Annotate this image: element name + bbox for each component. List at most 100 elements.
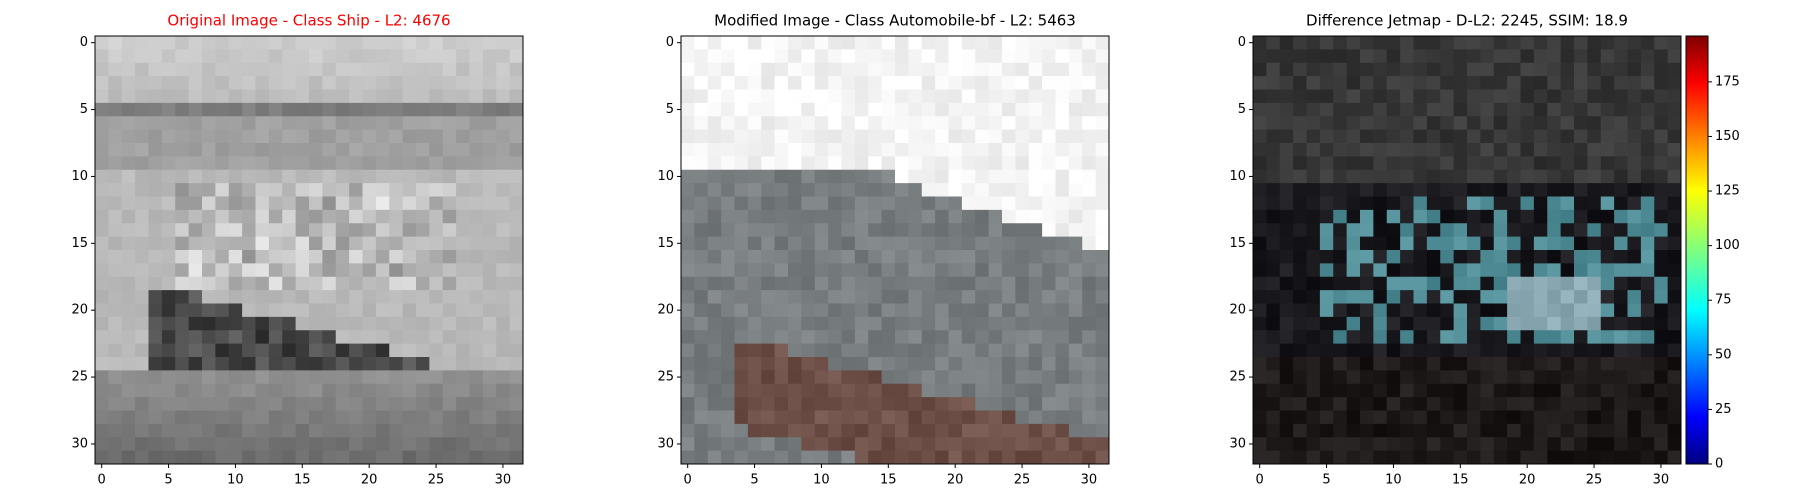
- pixel: [429, 330, 444, 345]
- pixel: [935, 343, 949, 358]
- pixel: [121, 209, 136, 224]
- pixel: [1440, 129, 1455, 144]
- pixel: [935, 209, 949, 224]
- pixel: [681, 236, 695, 251]
- pixel: [1426, 343, 1441, 358]
- pixel: [295, 423, 310, 438]
- pixel: [1440, 423, 1455, 438]
- pixel: [1654, 102, 1669, 117]
- pixel: [389, 316, 404, 331]
- pixel: [935, 276, 949, 291]
- y-tick-label: 25: [1229, 370, 1246, 385]
- pixel: [921, 102, 936, 117]
- pixel: [1507, 276, 1521, 291]
- pixel: [108, 209, 123, 224]
- pixel: [509, 236, 524, 251]
- pixel: [1533, 36, 1548, 50]
- pixel: [881, 116, 896, 131]
- pixel: [121, 76, 136, 90]
- pixel: [1253, 303, 1267, 318]
- pixel: [161, 263, 176, 278]
- pixel: [135, 36, 149, 50]
- pixel: [442, 209, 457, 224]
- pixel: [228, 410, 243, 425]
- pixel: [349, 437, 363, 452]
- pixel: [1373, 169, 1388, 184]
- pixel: [255, 49, 270, 64]
- pixel: [1082, 343, 1097, 358]
- pixel: [496, 76, 511, 90]
- pixel: [188, 36, 203, 50]
- pixel: [1319, 49, 1334, 64]
- pixel: [1266, 410, 1281, 425]
- pixel: [402, 183, 417, 197]
- pixel: [255, 143, 270, 157]
- pixel: [868, 290, 883, 304]
- pixel: [1654, 276, 1669, 291]
- pixel: [854, 209, 869, 224]
- pixel: [416, 276, 430, 291]
- pixel: [774, 303, 789, 318]
- pixel: [416, 316, 430, 331]
- pixel: [747, 129, 762, 144]
- pixel: [1453, 209, 1468, 224]
- pixel: [694, 370, 709, 385]
- pixel: [841, 169, 856, 184]
- pixel: [322, 303, 337, 318]
- pixel: [788, 450, 802, 465]
- pixel: [1667, 437, 1682, 452]
- pixel: [1480, 129, 1495, 144]
- pixel: [1627, 423, 1642, 438]
- pixel: [1627, 62, 1642, 77]
- pixel: [1360, 423, 1374, 438]
- pixel: [1533, 209, 1548, 224]
- pixel: [295, 263, 310, 278]
- pixel: [1467, 330, 1481, 345]
- pixel: [242, 49, 256, 64]
- pixel: [268, 89, 283, 104]
- pixel: [1480, 223, 1495, 238]
- pixel: [1055, 62, 1070, 77]
- pixel: [282, 410, 297, 425]
- pixel: [1640, 62, 1655, 77]
- pixel: [694, 169, 709, 184]
- pixel: [1520, 76, 1535, 90]
- pixel: [322, 423, 337, 438]
- pixel: [1467, 343, 1481, 358]
- pixel: [95, 303, 109, 318]
- pixel: [1068, 450, 1083, 465]
- pixel: [1467, 397, 1481, 411]
- pixel: [322, 236, 337, 251]
- pixel: [788, 410, 802, 425]
- pixel: [242, 76, 256, 90]
- pixel: [335, 437, 350, 452]
- pixel: [1346, 169, 1361, 184]
- pixel: [429, 156, 444, 171]
- pixel: [228, 102, 243, 117]
- pixel: [1453, 116, 1468, 131]
- pixel: [175, 383, 190, 398]
- pixel: [442, 370, 457, 385]
- pixel: [215, 250, 230, 264]
- pixel: [694, 49, 709, 64]
- pixel: [1654, 89, 1669, 104]
- pixel: [1095, 303, 1110, 318]
- pixel: [482, 397, 497, 411]
- pixel: [694, 102, 709, 117]
- pixel: [482, 196, 497, 211]
- pixel: [975, 410, 990, 425]
- pixel: [1055, 49, 1070, 64]
- pixel: [1373, 143, 1388, 157]
- pixel: [1533, 303, 1548, 318]
- pixel: [1627, 316, 1642, 331]
- pixel: [1507, 49, 1521, 64]
- pixel: [108, 116, 123, 131]
- pixel: [921, 357, 936, 371]
- pixel: [935, 410, 949, 425]
- pixel: [389, 450, 404, 465]
- pixel: [1587, 330, 1602, 345]
- pixel: [895, 276, 909, 291]
- pixel: [108, 357, 123, 371]
- pixel: [309, 437, 323, 452]
- pixel: [841, 370, 856, 385]
